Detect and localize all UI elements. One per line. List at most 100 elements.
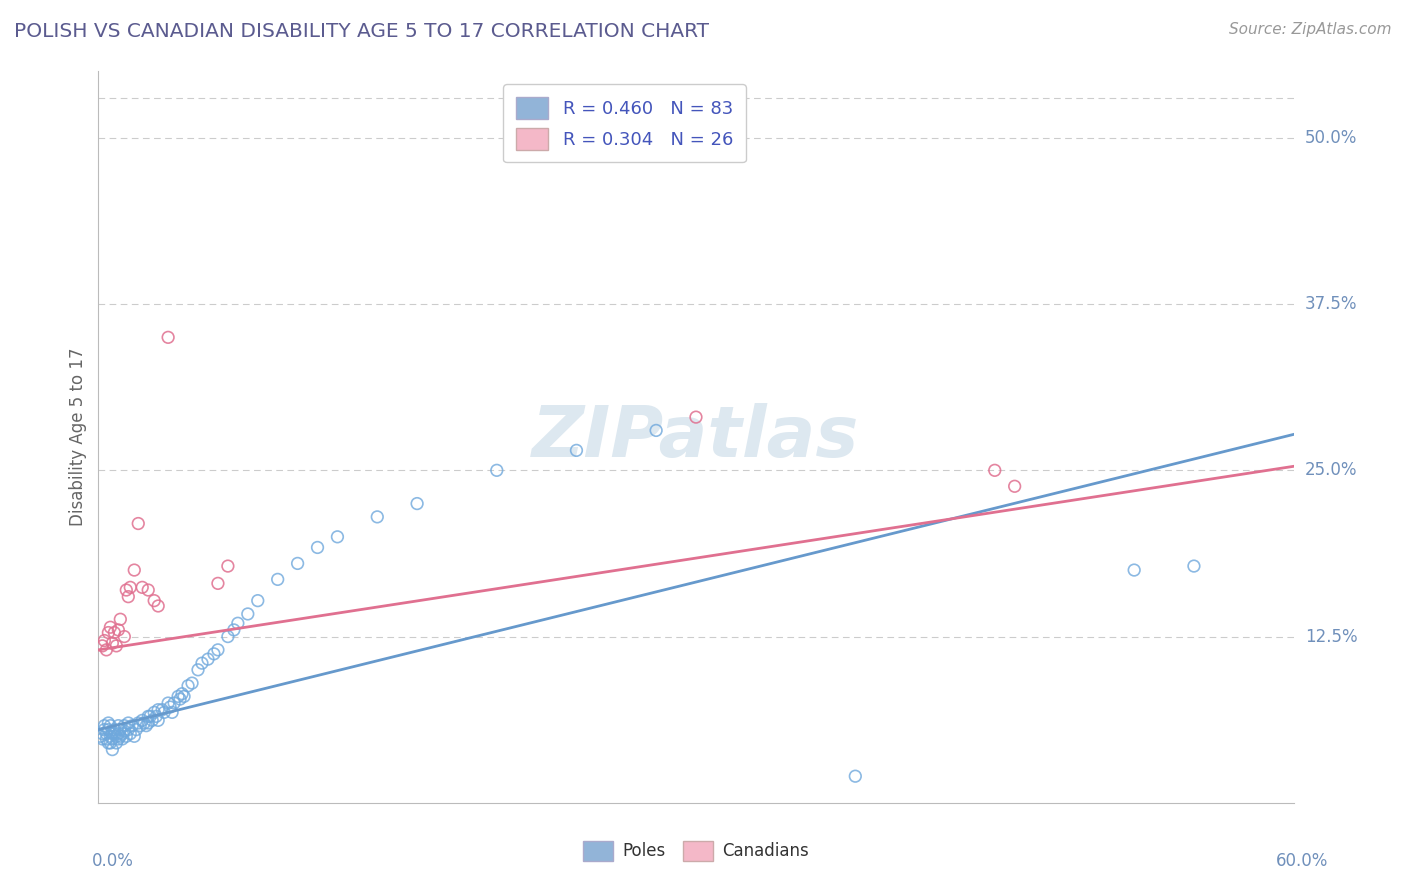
Text: POLISH VS CANADIAN DISABILITY AGE 5 TO 17 CORRELATION CHART: POLISH VS CANADIAN DISABILITY AGE 5 TO 1… [14, 22, 709, 41]
Point [169, 692, 191, 706]
Point [217, 630, 239, 644]
Point [117, 723, 139, 737]
Point [105, 639, 128, 653]
Point [107, 731, 129, 746]
Point [202, 647, 225, 661]
Point [1004, 479, 1026, 493]
Point [117, 716, 139, 731]
Point [226, 616, 249, 631]
Point [148, 703, 170, 717]
Point [115, 582, 138, 597]
Point [307, 541, 329, 555]
Point [236, 607, 259, 621]
Point [984, 463, 1007, 477]
Point [131, 714, 153, 728]
Text: 0.0%: 0.0% [91, 852, 134, 870]
Point [207, 576, 229, 591]
Point [117, 590, 139, 604]
Point [645, 424, 668, 438]
Text: 12.5%: 12.5% [1305, 628, 1357, 646]
Point [287, 557, 309, 571]
Point [121, 719, 143, 733]
Text: ZIPatlas: ZIPatlas [533, 402, 859, 472]
Point [91, 731, 114, 746]
Point [98, 729, 122, 743]
Point [101, 726, 124, 740]
Point [565, 443, 588, 458]
Point [103, 723, 125, 737]
Point [136, 709, 159, 723]
Point [124, 563, 146, 577]
Point [110, 612, 132, 626]
Point [127, 516, 149, 531]
Point [191, 656, 214, 670]
Point [112, 630, 135, 644]
Point [115, 729, 138, 743]
Point [91, 726, 114, 740]
Point [97, 723, 120, 737]
Point [89, 729, 111, 743]
Point [173, 690, 195, 704]
Point [107, 726, 129, 740]
Point [101, 731, 124, 746]
Point [111, 726, 134, 740]
Point [217, 559, 239, 574]
Point [98, 620, 122, 634]
Point [93, 633, 115, 648]
Point [177, 679, 200, 693]
Point [103, 726, 125, 740]
Point [97, 736, 120, 750]
Point [96, 731, 118, 746]
Point [246, 593, 269, 607]
Point [98, 719, 122, 733]
Point [105, 729, 128, 743]
Point [131, 580, 153, 594]
Point [685, 410, 707, 425]
Point [267, 573, 290, 587]
Legend: Poles, Canadians: Poles, Canadians [576, 834, 815, 868]
Point [93, 723, 115, 737]
Point [222, 623, 245, 637]
Point [141, 714, 163, 728]
Point [139, 709, 162, 723]
Point [111, 731, 134, 746]
Point [135, 719, 157, 733]
Point [96, 643, 118, 657]
Point [101, 636, 124, 650]
Point [110, 729, 132, 743]
Point [136, 582, 159, 597]
Point [148, 714, 170, 728]
Point [157, 696, 180, 710]
Point [93, 719, 115, 733]
Point [163, 696, 186, 710]
Point [181, 676, 204, 690]
Point [129, 719, 152, 733]
Point [485, 463, 508, 477]
Point [112, 723, 135, 738]
Point [120, 580, 142, 594]
Point [143, 706, 166, 720]
Point [110, 723, 132, 737]
Point [127, 716, 149, 731]
Point [148, 599, 170, 613]
Text: 60.0%: 60.0% [1277, 852, 1329, 870]
Point [167, 690, 190, 704]
Point [134, 716, 156, 731]
Point [160, 706, 183, 720]
Text: 50.0%: 50.0% [1305, 128, 1357, 147]
Point [406, 497, 429, 511]
Point [143, 593, 166, 607]
Point [101, 742, 124, 756]
Point [107, 719, 129, 733]
Point [150, 703, 173, 717]
Point [153, 706, 176, 720]
Point [172, 687, 194, 701]
Point [97, 716, 120, 731]
Text: 37.5%: 37.5% [1305, 295, 1357, 313]
Point [145, 709, 167, 723]
Point [103, 625, 125, 640]
Point [136, 716, 159, 731]
Point [107, 623, 129, 637]
Point [91, 639, 114, 653]
Point [125, 723, 148, 737]
